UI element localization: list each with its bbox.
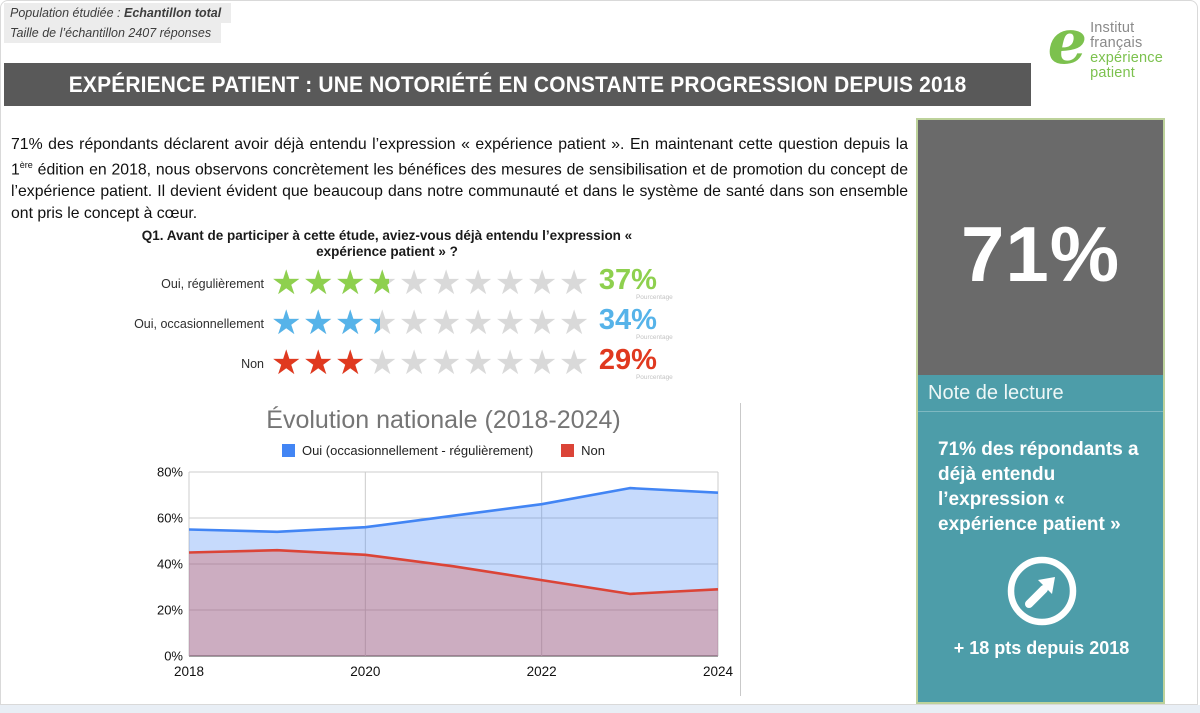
svg-text:2018: 2018 xyxy=(174,664,204,679)
intro-superscript: ère xyxy=(19,160,33,171)
rating-row: Non ★★★★★★★★★★★★★★★★★★★★29%Pourcentage xyxy=(1,344,681,384)
note-text: 71% des répondants a déjà entendu l’expr… xyxy=(938,439,1139,535)
svg-text:20%: 20% xyxy=(157,603,183,618)
rating-percent: 34% Pourcentage xyxy=(598,304,677,342)
logo-e-icon: e xyxy=(1047,5,1088,78)
population-label: Population étudiée : xyxy=(10,6,124,20)
rating-label: Oui, occasionnellement xyxy=(134,317,264,331)
trend-arrow-icon xyxy=(1007,556,1076,626)
chart-title: Évolution nationale (2018-2024) xyxy=(266,406,621,434)
rating-percent-unit: Pourcentage xyxy=(635,334,673,341)
viewport-bottom-strip xyxy=(0,705,1200,713)
intro-part1: 71% des répondants déclarent avoir déjà … xyxy=(11,135,908,179)
evolution-chart: Évolution nationale (2018-2024) Oui (occ… xyxy=(147,403,741,696)
note-de-lecture-header: Note de lecture xyxy=(918,375,1163,412)
rating-percent: 29% Pourcentage xyxy=(598,344,677,382)
headline-stat-value: 71% xyxy=(960,210,1121,298)
svg-text:2020: 2020 xyxy=(350,664,380,679)
legend-label-oui: Oui (occasionnellement - régulièrement) xyxy=(301,443,534,458)
rating-percent-value: 29% xyxy=(598,344,657,376)
star-icons: ★★★★★★★★★★★★★★★★★★★★ xyxy=(271,345,591,383)
question-title: Q1. Avant de participer à cette étude, a… xyxy=(141,228,633,259)
chart-legend: Oui (occasionnellement - régulièrement) … xyxy=(147,443,740,458)
svg-text:2024: 2024 xyxy=(703,664,734,679)
svg-text:0%: 0% xyxy=(164,649,183,664)
svg-text:2022: 2022 xyxy=(527,664,557,679)
star-icons-empty: ★★★★★★★★★★ xyxy=(271,304,591,342)
sample-size-line: Taille de l’échantillon 2407 réponses xyxy=(4,23,222,43)
logo-line-patient: patient xyxy=(1090,65,1135,81)
star-icons: ★★★★★★★★★★★★★★★★★★★★ xyxy=(271,265,591,303)
rating-percent-value: 34% xyxy=(598,304,657,336)
legend-item-non: Non xyxy=(561,443,605,458)
delta-label: + 18 pts depuis 2018 xyxy=(953,638,1130,658)
intro-part2: édition en 2018, nous observons concrète… xyxy=(11,161,908,222)
population-line: Population étudiée : Echantillon total xyxy=(4,3,232,23)
rating-percent-unit: Pourcentage xyxy=(635,374,673,381)
page-title: EXPÉRIENCE PATIENT : UNE NOTORIÉTÉ EN CO… xyxy=(68,71,967,97)
logo-line-francais: français xyxy=(1090,35,1143,51)
note-de-lecture-body: 71% des répondants a déjà entendu l’expr… xyxy=(918,412,1163,702)
population-info-box: Population étudiée : Echantillon total T… xyxy=(4,3,232,43)
headline-stat-box: 71% xyxy=(918,120,1163,375)
rating-percent-value: 37% xyxy=(598,264,657,296)
institute-logo: e Institut français expérience patient xyxy=(1047,5,1163,81)
slide-header-bar: EXPÉRIENCE PATIENT : UNE NOTORIÉTÉ EN CO… xyxy=(4,63,1031,106)
star-icons-empty: ★★★★★★★★★★ xyxy=(271,344,591,382)
rating-percent-unit: Pourcentage xyxy=(635,294,673,301)
population-value: Echantillon total xyxy=(123,6,222,20)
rating-label: Non xyxy=(241,357,264,371)
rating-label: Oui, régulièrement xyxy=(161,277,264,291)
star-icons-filled: ★★★★★★★★★★ xyxy=(271,345,364,381)
evolution-chart-svg: 0% 20% 40% 60% 80% 2018 2020 2022 2024 xyxy=(157,465,734,680)
logo-text: Institut français expérience patient xyxy=(1090,13,1163,81)
sidebar-note: 71% Note de lecture 71% des répondants a… xyxy=(916,118,1165,704)
rating-row: Oui, régulièrement ★★★★★★★★★★★★★★★★★★★★37… xyxy=(1,264,681,304)
star-icons-filled: ★★★★★★★★★★ xyxy=(271,305,380,341)
svg-text:80%: 80% xyxy=(157,465,183,480)
logo-line-experience: expérience xyxy=(1090,50,1163,66)
intro-paragraph: 71% des répondants déclarent avoir déjà … xyxy=(11,134,908,224)
legend-label-non: Non xyxy=(581,443,606,458)
logo-line-institut: Institut xyxy=(1090,20,1135,36)
rating-row: Oui, occasionnellement ★★★★★★★★★★★★★★★★★★… xyxy=(1,304,681,344)
svg-text:60%: 60% xyxy=(157,511,183,526)
svg-text:40%: 40% xyxy=(157,557,183,572)
star-icons: ★★★★★★★★★★★★★★★★★★★★ xyxy=(271,305,591,343)
star-icons-filled: ★★★★★★★★★★ xyxy=(271,265,389,301)
legend-item-oui: Oui (occasionnellement - régulièrement) xyxy=(281,443,534,458)
rating-percent: 37% Pourcentage xyxy=(598,264,677,302)
star-icons-empty: ★★★★★★★★★★ xyxy=(271,264,591,302)
legend-swatch-oui xyxy=(281,444,295,457)
legend-swatch-non xyxy=(561,444,575,457)
star-rating-chart: Oui, régulièrement★★★★★★★★★★★★★★★★★★★★37… xyxy=(1,264,681,384)
